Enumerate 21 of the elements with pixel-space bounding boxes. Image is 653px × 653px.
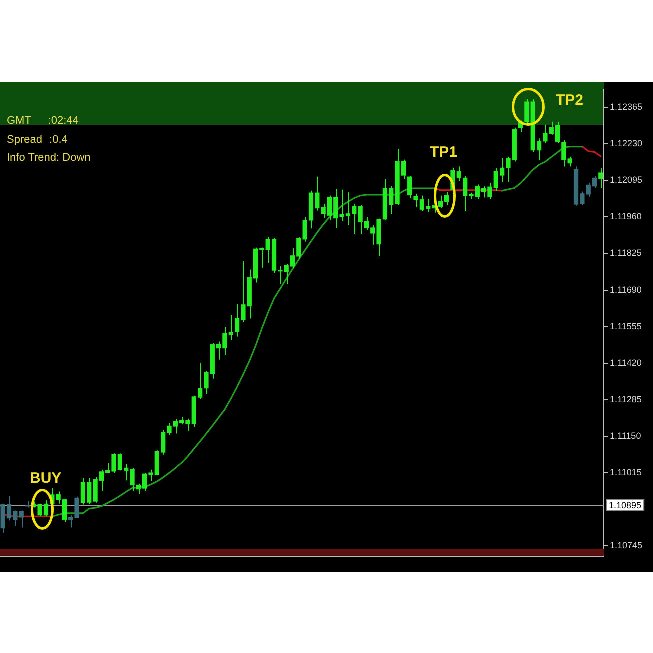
y-tick-label: 1.11555 bbox=[610, 321, 642, 332]
annotation: Spread :0.4 bbox=[7, 134, 68, 146]
annotation: BUY bbox=[30, 470, 62, 487]
annotation: Info Trend: Down bbox=[7, 152, 91, 164]
ref-line-label: 1.10895 bbox=[609, 500, 642, 511]
y-tick-label: 1.11150 bbox=[610, 430, 642, 441]
y-tick-label: 1.12365 bbox=[610, 102, 643, 112]
annotation: TP1 bbox=[430, 144, 458, 161]
annotation: TP2 bbox=[556, 92, 584, 109]
candlestick bbox=[408, 176, 412, 200]
candlestick bbox=[598, 168, 604, 188]
y-tick-label: 1.12230 bbox=[610, 138, 643, 149]
y-tick-label: 1.11420 bbox=[610, 358, 642, 368]
y-tick-label: 1.11960 bbox=[610, 212, 642, 222]
y-tick-label: 1.11825 bbox=[610, 248, 642, 258]
y-tick-label: 1.11015 bbox=[610, 468, 642, 478]
y-tick-label: 1.10745 bbox=[610, 540, 643, 551]
y-tick-label: 1.11690 bbox=[610, 284, 642, 295]
y-tick-label: 1.12095 bbox=[610, 175, 643, 186]
annotation: GMT :02:44 bbox=[7, 115, 79, 127]
y-tick-label: 1.11285 bbox=[610, 394, 642, 404]
